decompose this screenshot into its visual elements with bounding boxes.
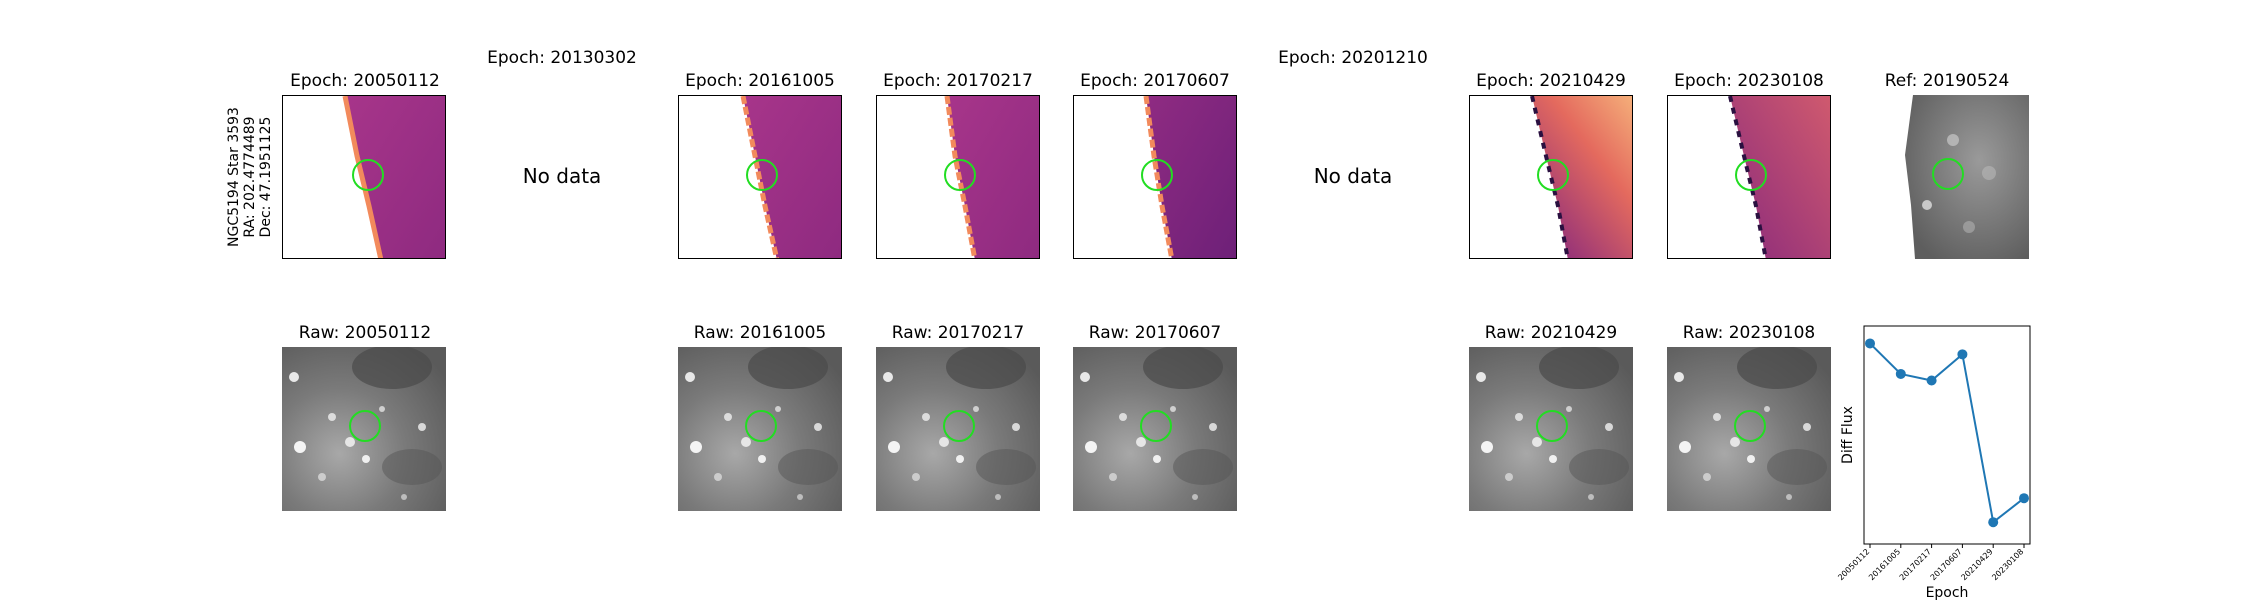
diff-image-20230108 <box>1667 95 1831 259</box>
raw-image-20050112 <box>282 347 446 511</box>
diff-title-20161005: Epoch: 20161005 <box>685 71 835 91</box>
diff-title-20210429: Epoch: 20210429 <box>1476 71 1626 91</box>
data-point <box>1957 349 1968 360</box>
target-circle <box>943 410 975 442</box>
raw-title-20050112: Raw: 20050112 <box>298 323 432 343</box>
diff-title-20230108: Epoch: 20230108 <box>1674 71 1824 91</box>
diff-image-20161005 <box>678 95 842 259</box>
no-data-20201210: No data <box>1313 164 1393 188</box>
no-data-20130302: No data <box>522 164 602 188</box>
ra-value: RA: 202.4774489 <box>242 116 258 238</box>
light-curve-chart: 2005011220161005201702172017060720210429… <box>1836 325 2031 600</box>
target-circle <box>1734 410 1766 442</box>
raw-image-20170217 <box>876 347 1040 511</box>
plot-frame <box>1863 325 2031 545</box>
target-circle <box>352 159 384 191</box>
diff-title-20201210: Epoch: 20201210 <box>1278 48 1428 68</box>
raw-title-20170217: Raw: 20170217 <box>891 323 1025 343</box>
diff-image-20170217 <box>876 95 1040 259</box>
diff-title-20050112: Epoch: 20050112 <box>290 71 440 91</box>
data-point <box>1988 517 1999 528</box>
diff-title-20170217: Epoch: 20170217 <box>883 71 1033 91</box>
x-tick-label: 20170607 <box>1929 547 1964 582</box>
target-circle <box>1141 159 1173 191</box>
raw-title-20210429: Raw: 20210429 <box>1484 323 1618 343</box>
target-circle <box>1536 410 1568 442</box>
data-point <box>2019 493 2029 504</box>
raw-image-20210429 <box>1469 347 1633 511</box>
diff-title-20170607: Epoch: 20170607 <box>1080 71 1230 91</box>
x-tick-label: 20161005 <box>1867 547 1902 582</box>
target-circle <box>1735 159 1767 191</box>
dec-value: Dec: 47.1951125 <box>258 116 274 238</box>
x-axis-label: Epoch <box>1926 585 1969 600</box>
diff-image-20210429 <box>1469 95 1633 259</box>
diff-image-20050112 <box>282 95 446 259</box>
diff-image-20170607 <box>1073 95 1237 259</box>
x-tick-label: 20210429 <box>1959 547 1994 582</box>
raw-title-20161005: Raw: 20161005 <box>693 323 827 343</box>
target-circle <box>349 410 381 442</box>
target-circle <box>944 159 976 191</box>
target-circle <box>1932 158 1964 190</box>
star-name: NGC5194 Star 3593 <box>226 107 242 247</box>
data-point <box>1895 368 1906 379</box>
x-tick-label: 20050112 <box>1836 547 1871 582</box>
raw-image-20161005 <box>678 347 842 511</box>
data-point <box>1865 338 1875 349</box>
target-circle <box>746 159 778 191</box>
raw-image-20230108 <box>1667 347 1831 511</box>
diff-title-20130302: Epoch: 20130302 <box>487 48 637 68</box>
ref-title: Ref: 20190524 <box>1884 71 2010 91</box>
row-label: NGC5194 Star 3593 RA: 202.4774489 Dec: 4… <box>226 107 274 247</box>
y-axis-label: Diff Flux <box>1840 406 1856 464</box>
data-point <box>1926 375 1937 386</box>
raw-image-20170607 <box>1073 347 1237 511</box>
ref-image <box>1865 95 2029 259</box>
raw-title-20170607: Raw: 20170607 <box>1088 323 1222 343</box>
series-line <box>1869 342 2025 525</box>
x-tick-label: 20230108 <box>1990 547 2025 582</box>
x-tick-label: 20170217 <box>1898 547 1933 582</box>
target-circle <box>1140 410 1172 442</box>
raw-title-20230108: Raw: 20230108 <box>1682 323 1816 343</box>
target-circle <box>1537 159 1569 191</box>
target-circle <box>745 410 777 442</box>
